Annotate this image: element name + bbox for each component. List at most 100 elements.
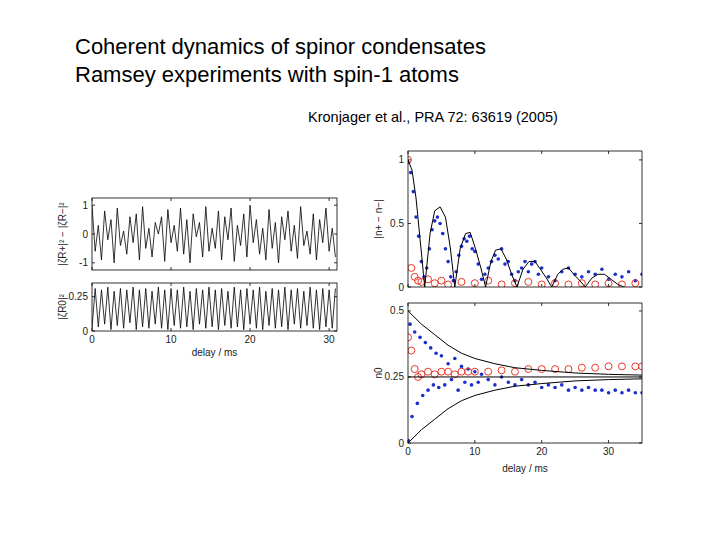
data-point	[587, 386, 591, 390]
series-line	[408, 376, 642, 377]
slide-title: Coherent dynamics of spinor condensates	[75, 34, 486, 59]
data-point	[465, 368, 472, 375]
data-point	[446, 362, 450, 366]
x-tick	[541, 440, 542, 443]
x-tick-label: 30	[603, 446, 615, 457]
plot-data	[92, 205, 335, 263]
data-point	[480, 373, 484, 377]
data-point	[436, 215, 440, 219]
x-tick	[171, 267, 172, 270]
plot-data	[408, 311, 642, 443]
citation: Kronjager et al., PRA 72: 63619 (2005)	[308, 109, 558, 125]
x-tick	[171, 283, 172, 286]
data-point	[456, 388, 460, 392]
data-point	[592, 364, 599, 371]
x-tick	[608, 303, 609, 306]
x-tick-label: 20	[245, 334, 257, 345]
data-point	[425, 368, 432, 375]
x-tick	[541, 284, 542, 287]
data-point	[567, 388, 571, 392]
x-tick-label: 10	[469, 446, 481, 457]
data-point	[498, 367, 505, 374]
y-axis-label: |ζR+|² − |ζR−|²	[57, 202, 69, 266]
data-point	[441, 232, 445, 236]
x-tick-label: 10	[165, 334, 177, 345]
data-point	[632, 280, 639, 287]
x-tick	[250, 283, 251, 286]
data-point	[476, 380, 480, 384]
data-point	[605, 280, 612, 287]
y-tick-label: 0.25	[69, 291, 89, 302]
data-point	[537, 272, 541, 276]
data-point	[458, 368, 465, 375]
data-point	[408, 322, 412, 326]
data-point	[471, 368, 478, 375]
data-point	[620, 391, 624, 395]
data-point	[503, 262, 507, 266]
data-point	[540, 386, 544, 390]
data-point	[408, 264, 415, 271]
data-point	[470, 247, 474, 251]
data-point	[506, 380, 510, 384]
y-tick-label: 0	[398, 282, 404, 293]
data-point	[511, 368, 518, 375]
data-point	[634, 391, 638, 395]
data-point	[411, 366, 418, 373]
data-point	[605, 363, 612, 370]
x-axis-label: delay / ms	[502, 463, 548, 474]
panel: 00.51|n+ − n−|	[373, 151, 644, 293]
data-point	[580, 275, 584, 279]
series-line	[92, 287, 335, 330]
y-tick	[334, 205, 337, 206]
x-tick	[171, 328, 172, 331]
data-point	[445, 368, 452, 375]
data-point	[498, 281, 505, 287]
data-point	[592, 281, 599, 287]
data-point	[413, 330, 417, 334]
y-tick	[639, 159, 642, 160]
data-point	[639, 363, 643, 370]
data-point	[408, 347, 415, 354]
plot-data	[92, 287, 335, 330]
data-point	[593, 388, 597, 392]
y-tick-label: 0	[398, 438, 404, 449]
data-point	[530, 262, 534, 266]
y-tick-label: 1	[82, 200, 88, 211]
data-point	[525, 278, 532, 285]
data-point	[453, 357, 457, 361]
y-tick	[92, 262, 95, 263]
background	[0, 0, 720, 540]
data-point	[553, 386, 557, 390]
plot-data	[408, 156, 642, 287]
y-tick	[639, 223, 642, 224]
x-tick	[608, 440, 609, 443]
x-tick	[474, 440, 475, 443]
y-tick	[92, 234, 95, 235]
series-line	[92, 205, 335, 263]
data-point	[438, 222, 442, 226]
x-tick	[329, 198, 330, 201]
data-point	[458, 278, 465, 285]
panel: -101|ζR+|² − |ζR−|²	[57, 198, 337, 270]
data-point	[480, 278, 484, 282]
data-point	[471, 280, 478, 287]
x-tick	[329, 328, 330, 331]
y-tick	[408, 223, 411, 224]
data-point	[418, 336, 422, 340]
data-point	[580, 388, 584, 392]
x-tick-label: 0	[405, 446, 411, 457]
x-tick	[541, 151, 542, 154]
data-point	[547, 275, 551, 279]
data-point	[485, 368, 492, 375]
data-point	[416, 402, 420, 406]
data-point	[444, 247, 448, 251]
data-point	[429, 346, 433, 350]
data-point	[607, 391, 611, 395]
data-point	[632, 363, 639, 370]
x-tick-label: 0	[89, 334, 95, 345]
data-point	[533, 380, 537, 384]
data-point	[438, 368, 445, 375]
y-tick-label: 0	[82, 326, 88, 337]
data-point	[485, 277, 492, 284]
x-tick	[541, 303, 542, 306]
